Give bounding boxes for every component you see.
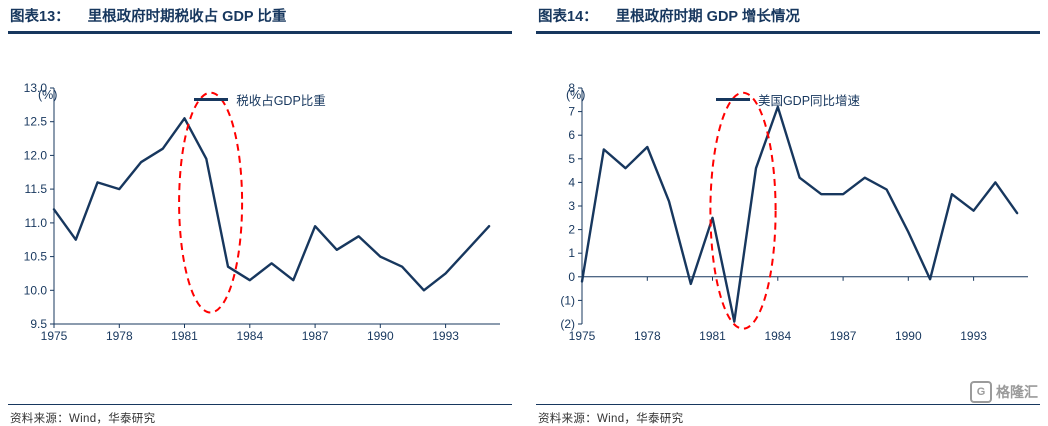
svg-text:1981: 1981 [699, 329, 726, 343]
svg-text:4: 4 [568, 175, 575, 189]
legend-line-swatch [194, 98, 229, 101]
figure13-y-axis-unit: (%) [38, 88, 58, 102]
svg-text:10.5: 10.5 [24, 250, 48, 264]
svg-text:5: 5 [568, 152, 575, 166]
figure14-header: 图表14： 里根政府时期 GDP 增长情况 [536, 6, 1040, 34]
svg-text:1975: 1975 [41, 329, 68, 343]
svg-text:1981: 1981 [171, 329, 198, 343]
figure14-title: 里根政府时期 GDP 增长情况 [615, 9, 800, 25]
svg-text:1987: 1987 [830, 329, 857, 343]
svg-text:3: 3 [568, 199, 575, 213]
panel-fig13: 图表13： 里根政府时期税收占 GDP 比重 (%) 税收占GDP比重 9.5 1… [8, 6, 512, 426]
svg-text:1978: 1978 [634, 329, 661, 343]
panel-fig14: 图表14： 里根政府时期 GDP 增长情况 (%) 美国GDP同比增速 (2)(… [536, 6, 1040, 426]
tax-gdp-line-chart: 9.5 10.0 10.5 11.0 11.5 12.0 12.5 13.0 1975 1978 1… [24, 81, 500, 343]
figure13-label: 图表13： [10, 9, 70, 25]
svg-text:1: 1 [568, 246, 575, 260]
svg-text:11.5: 11.5 [25, 182, 48, 196]
figure14-legend: 美国GDP同比增速 [536, 90, 1040, 109]
figure13-legend-label: 税收占GDP比重 [236, 94, 326, 108]
figure14-legend-label: 美国GDP同比增速 [757, 94, 861, 108]
figure14-source-note: 资料来源：Wind，华泰研究 [536, 404, 1040, 426]
svg-text:1984: 1984 [764, 329, 791, 343]
svg-text:1975: 1975 [569, 329, 596, 343]
svg-text:1978: 1978 [106, 329, 133, 343]
svg-text:1993: 1993 [432, 329, 459, 343]
svg-text:12.5: 12.5 [24, 115, 48, 129]
svg-text:10.0: 10.0 [24, 283, 48, 297]
svg-text:12.0: 12.0 [24, 148, 48, 162]
svg-text:2: 2 [568, 223, 575, 237]
svg-text:6: 6 [568, 128, 575, 142]
gelonghui-logo-text: 格隆汇 [996, 384, 1038, 400]
svg-text:1990: 1990 [895, 329, 922, 343]
gdp-growth-line-chart: (2) (1) 0 1 2 3 4 5 6 7 8 1975 1978 1981 1984 1987 1990 1… [560, 81, 1028, 343]
svg-text:13.0: 13.0 [24, 81, 48, 95]
svg-text:1984: 1984 [236, 329, 263, 343]
svg-text:1987: 1987 [302, 329, 329, 343]
svg-text:1993: 1993 [960, 329, 987, 343]
figure13-legend: 税收占GDP比重 [8, 90, 512, 109]
svg-text:(2): (2) [560, 317, 575, 331]
legend-line-swatch [715, 98, 750, 101]
figure13-header: 图表13： 里根政府时期税收占 GDP 比重 [8, 6, 512, 34]
gelonghui-logo: G 格隆汇 [970, 381, 1038, 403]
svg-text:0: 0 [568, 270, 575, 284]
svg-text:1990: 1990 [367, 329, 394, 343]
svg-text:8: 8 [568, 81, 575, 95]
figure14-label: 图表14： [538, 9, 598, 25]
figure13-chart-area: (%) 税收占GDP比重 9.5 10.0 10.5 11.0 11.5 12.0 12.5… [8, 76, 512, 396]
svg-text:9.5: 9.5 [30, 317, 47, 331]
figure14-chart-area: (%) 美国GDP同比增速 (2) (1) 0 1 2 3 4 5 6 7 8 1975 1978 198… [536, 76, 1040, 396]
figure14-y-axis-unit: (%) [566, 88, 586, 102]
figure13-title: 里根政府时期税收占 GDP 比重 [87, 9, 287, 25]
gelonghui-logo-icon: G [970, 381, 992, 403]
svg-text:7: 7 [568, 105, 575, 119]
svg-text:11.0: 11.0 [25, 216, 48, 230]
figure13-source-note: 资料来源：Wind，华泰研究 [8, 404, 512, 426]
svg-text:(1): (1) [560, 293, 575, 307]
